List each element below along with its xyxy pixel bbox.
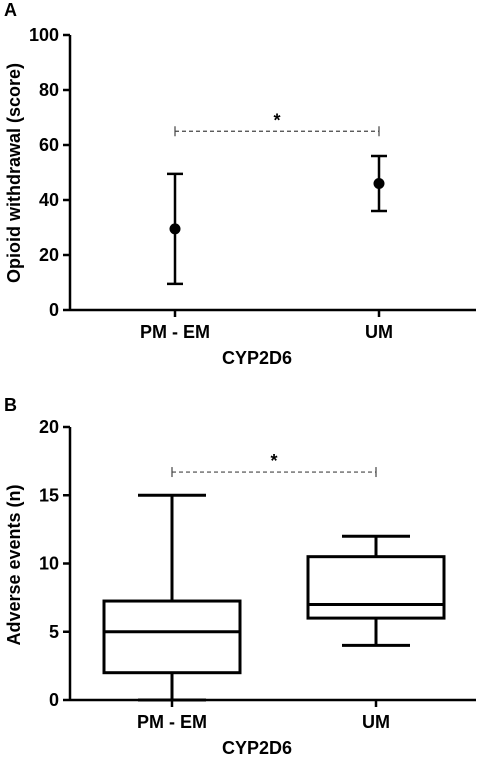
panel-b-y-tick-label: 20 xyxy=(39,417,59,437)
panel-a-x-tick-label-pm-em: PM - EM xyxy=(140,322,210,342)
panel-a-x-axis-label: CYP2D6 xyxy=(222,348,292,368)
panel-a-um-mean-point xyxy=(373,178,385,189)
chart-panel-b: B 0 5 10 15 20 PM - EM UM * CYP2D6 Adverse eve… xyxy=(4,395,476,758)
panel-b-letter: B xyxy=(4,395,17,415)
panel-a-letter: A xyxy=(4,0,17,20)
panel-a-significance-star: * xyxy=(273,110,280,130)
panel-a-y-axis-label: Opioid withdrawal (score) xyxy=(4,63,24,283)
panel-a-y-tick-label: 80 xyxy=(39,80,59,100)
panel-a-y-tick-label: 40 xyxy=(39,190,59,210)
panel-b-y-tick-label: 0 xyxy=(49,690,59,710)
panel-a-axes: 0 20 40 60 80 100 PM - EM UM xyxy=(29,25,476,342)
panel-a-x-tick-label-um: UM xyxy=(365,322,393,342)
panel-a-y-tick-label: 100 xyxy=(29,25,59,45)
panel-a-marks: * xyxy=(167,110,387,286)
panel-b-marks: * xyxy=(102,451,446,702)
panel-b-axes: 0 5 10 15 20 PM - EM UM xyxy=(39,417,476,732)
panel-b-y-tick-label: 5 xyxy=(49,622,59,642)
panel-b-y-tick-label: 15 xyxy=(39,485,59,505)
panel-b-pm-em-box xyxy=(102,599,242,675)
panel-b-x-tick-label-pm-em: PM - EM xyxy=(137,712,207,732)
panel-b-um-box xyxy=(306,555,446,620)
panel-b-significance-star: * xyxy=(270,451,277,471)
panel-a-pm-em-mean-point xyxy=(169,223,181,235)
panel-b-y-axis-label: Adverse events (n) xyxy=(4,484,24,645)
chart-panel-a: A 0 20 40 60 80 100 PM - EM UM * CYP2D6 Opioid … xyxy=(4,0,476,368)
panel-b-x-axis-label: CYP2D6 xyxy=(222,738,292,758)
panel-b-y-tick-label: 10 xyxy=(39,554,59,574)
panel-a-y-tick-label: 20 xyxy=(39,245,59,265)
panel-b-x-tick-label-um: UM xyxy=(362,712,390,732)
panel-a-y-tick-label: 0 xyxy=(49,300,59,320)
panel-a-y-tick-label: 60 xyxy=(39,135,59,155)
